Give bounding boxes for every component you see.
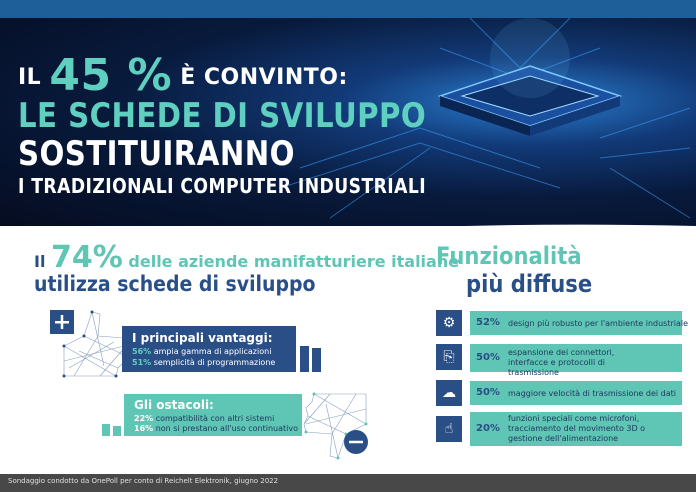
feature-pct: 50%: [476, 387, 500, 398]
hero-banner: IL 45 % È CONVINTO: LE SCHEDE DI SVILUPP…: [0, 18, 696, 226]
connector-icon: ⎘: [436, 344, 462, 370]
advantage-pct: 56%: [132, 347, 152, 356]
usage-prefix: Il: [34, 252, 46, 271]
headline-suffix: È CONVINTO:: [180, 65, 348, 90]
usage-subtitle: utilizza schede di sviluppo: [34, 272, 316, 296]
obstacle-pct: 22%: [134, 414, 154, 423]
thumbs-up-icon: [50, 310, 127, 378]
feature-row: 50% maggiore velocità di trasmissione de…: [470, 381, 682, 405]
feature-text: design più robusto per l'ambiente indust…: [508, 319, 689, 328]
feature-pct: 50%: [476, 352, 500, 363]
feature-text: espansione dei connettori, interfacce e …: [508, 348, 615, 377]
advantage-bar: [312, 348, 321, 372]
usage-percentage: 74%: [51, 240, 123, 275]
usage-rest: delle aziende manifatturiere italiane: [128, 252, 460, 271]
wave-divider: [0, 224, 696, 238]
usage-title: Il 74% delle aziende manifatturiere ital…: [34, 240, 459, 275]
headline-line-3: SOSTITUIRANNO: [18, 134, 295, 174]
obstacle-bar: [113, 426, 121, 436]
headline-percentage: 45 %: [49, 50, 173, 101]
circuit-chip-graphic: [279, 18, 691, 219]
feature-text: funzioni speciali come microfoni, tracci…: [508, 414, 646, 443]
headline-line-1: IL 45 % È CONVINTO:: [18, 50, 348, 101]
obstacle-text: compatibilità con altri sistemi: [155, 414, 275, 423]
footer-bar: Sondaggio condotto da OnePoll per conto …: [0, 474, 696, 492]
footer-source: Sondaggio condotto da OnePoll per conto …: [8, 477, 279, 485]
features-title-line-1: Funzionalità: [436, 242, 582, 270]
advantages-box: I principali vantaggi: 56% ampia gamma d…: [122, 326, 296, 372]
headline-line-4: I TRADIZIONALI COMPUTER INDUSTRIALI: [18, 174, 427, 198]
obstacle-item: 16% non si prestano all'uso continuativo: [134, 424, 298, 433]
feature-pct: 20%: [476, 423, 500, 434]
feature-pct: 52%: [476, 317, 500, 328]
advantage-text: ampia gamma di applicazioni: [153, 347, 272, 356]
top-bar: [0, 0, 696, 18]
touch-hand-icon: ☝: [436, 416, 462, 442]
advantage-text: semplicità di programmazione: [153, 358, 276, 367]
feature-row: 20% funzioni speciali come microfoni, tr…: [470, 412, 682, 446]
cloud-transfer-icon: ☁: [436, 380, 462, 406]
advantage-item: 56% ampia gamma di applicazioni: [132, 347, 271, 356]
obstacle-pct: 16%: [134, 424, 154, 433]
features-title-line-2: più diffuse: [466, 270, 593, 298]
obstacles-title: Gli ostacoli:: [134, 398, 214, 412]
feature-row: 50% espansione dei connettori, interfacc…: [470, 344, 682, 377]
advantage-item: 51% semplicità di programmazione: [132, 358, 275, 367]
advantage-pct: 51%: [132, 358, 152, 367]
thumbs-down-icon: [303, 392, 368, 460]
headline-prefix: IL: [18, 65, 42, 90]
obstacle-bar: [102, 424, 110, 436]
advantages-title: I principali vantaggi:: [132, 331, 273, 345]
obstacles-box: Gli ostacoli: 22% compatibilità con altr…: [124, 394, 302, 436]
gears-icon: ⚙: [436, 310, 462, 336]
feature-row: 52% design più robusto per l'ambiente in…: [470, 311, 688, 335]
feature-text: maggiore velocità di trasmissione dei da…: [508, 389, 676, 398]
headline-line-2: LE SCHEDE DI SVILUPPO: [18, 96, 427, 136]
obstacle-item: 22% compatibilità con altri sistemi: [134, 414, 274, 423]
advantage-bar: [300, 346, 309, 372]
obstacle-text: non si prestano all'uso continuativo: [155, 424, 299, 433]
